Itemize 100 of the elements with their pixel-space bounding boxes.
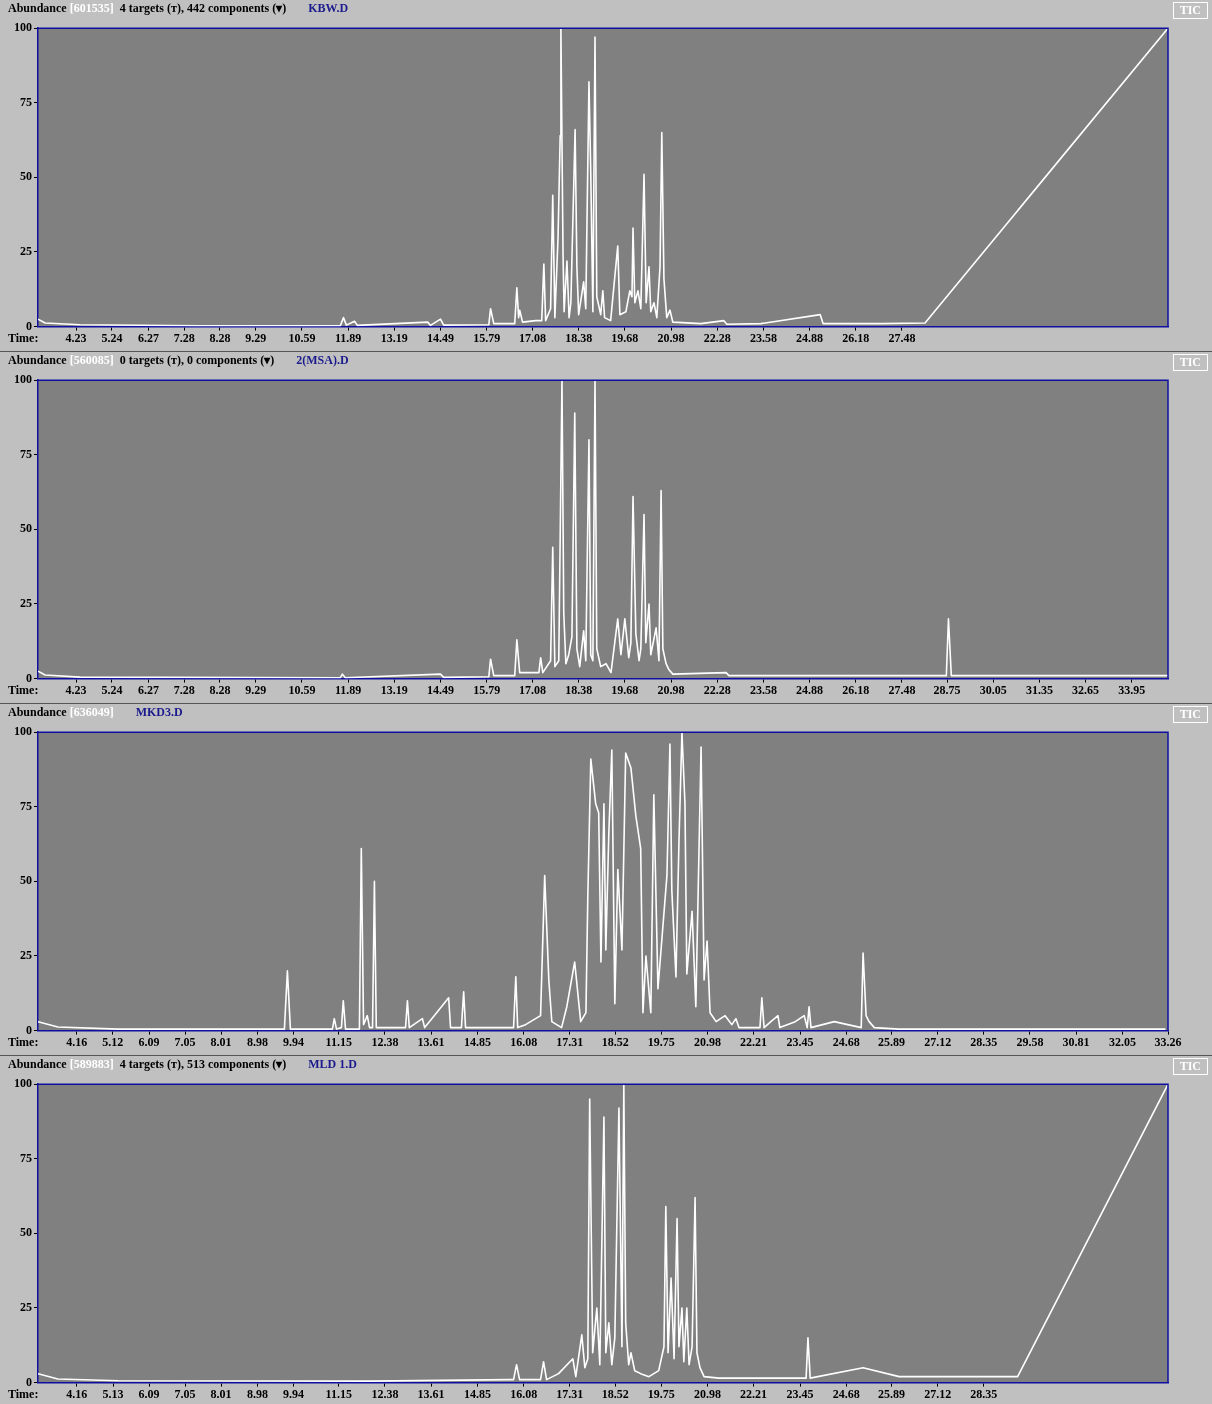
y-tick-label: 50 bbox=[20, 873, 32, 888]
x-tick-label: 26.18 bbox=[842, 330, 870, 345]
x-tick-label: 27.48 bbox=[888, 682, 916, 697]
y-tick-label: 0 bbox=[26, 670, 32, 685]
x-tick-label: 23.58 bbox=[749, 330, 777, 345]
text: TIC bbox=[1172, 2, 1208, 19]
chart-subtitle: [636049] bbox=[69, 705, 114, 719]
chart-subtitle: [560085] bbox=[69, 353, 114, 367]
y-tick-label: 100 bbox=[14, 724, 32, 739]
x-tick-label: 7.28 bbox=[173, 330, 195, 345]
x-tick-label: 5.12 bbox=[102, 1034, 124, 1049]
x-tick-label: 32.65 bbox=[1072, 682, 1100, 697]
x-tick-label: 14.85 bbox=[464, 1034, 492, 1049]
x-tick-label: 17.08 bbox=[518, 682, 546, 697]
text: MLD 1.D bbox=[308, 1057, 357, 1071]
x-tick-label: 7.05 bbox=[174, 1034, 196, 1049]
x-tick-label: 7.28 bbox=[173, 682, 195, 697]
x-tick-label: 17.31 bbox=[556, 1386, 584, 1401]
y-tick-label: 25 bbox=[20, 948, 32, 963]
x-tick-label: 4.16 bbox=[66, 1386, 88, 1401]
x-tick-label: 22.28 bbox=[703, 682, 731, 697]
chart-title: Abundance bbox=[8, 705, 67, 719]
x-tick-label: 18.38 bbox=[565, 330, 593, 345]
x-tick-label: 15.79 bbox=[473, 330, 501, 345]
x-tick-label: 27.12 bbox=[924, 1034, 952, 1049]
y-tick-label: 75 bbox=[20, 446, 32, 461]
x-tick-label: 27.48 bbox=[888, 330, 916, 345]
text: 2(MSA).D bbox=[296, 353, 349, 367]
y-tick-label: 75 bbox=[20, 94, 32, 109]
x-tick-label: 14.49 bbox=[426, 330, 454, 345]
x-tick-label: 22.21 bbox=[740, 1386, 768, 1401]
x-tick-label: 29.58 bbox=[1016, 1034, 1044, 1049]
y-tick-label: 100 bbox=[14, 1076, 32, 1091]
x-axis-title: Time: bbox=[8, 682, 39, 697]
x-tick-label: 5.24 bbox=[101, 682, 123, 697]
x-tick-label: 30.05 bbox=[979, 682, 1007, 697]
x-tick-label: 6.09 bbox=[138, 1034, 160, 1049]
x-tick-label: 11.15 bbox=[325, 1386, 352, 1401]
x-tick-label: 9.94 bbox=[282, 1034, 304, 1049]
x-tick-label: 12.38 bbox=[371, 1034, 399, 1049]
x-tick-label: 4.23 bbox=[65, 330, 87, 345]
chart-title: Abundance bbox=[8, 1057, 67, 1071]
x-tick-label: 32.05 bbox=[1109, 1034, 1137, 1049]
x-tick-label: 11.89 bbox=[334, 330, 362, 345]
x-tick-label: 6.27 bbox=[137, 330, 159, 345]
x-axis-title: Time: bbox=[8, 1386, 39, 1401]
y-tick-label: 75 bbox=[20, 1150, 32, 1165]
x-tick-label: 18.52 bbox=[601, 1386, 629, 1401]
x-tick-label: 10.59 bbox=[288, 682, 316, 697]
x-tick-label: 23.45 bbox=[786, 1386, 814, 1401]
x-tick-label: 24.88 bbox=[796, 682, 824, 697]
chart-subtitle: [601535] bbox=[69, 1, 114, 15]
x-tick-label: 30.81 bbox=[1062, 1034, 1090, 1049]
x-tick-label: 18.52 bbox=[601, 1034, 629, 1049]
x-tick-label: 24.68 bbox=[832, 1034, 860, 1049]
text: 4 targets (ᴛ), 442 components (▾) bbox=[119, 1, 287, 15]
y-tick-label: 100 bbox=[14, 20, 32, 35]
x-tick-label: 9.29 bbox=[245, 330, 267, 345]
x-tick-label: 13.19 bbox=[380, 330, 408, 345]
x-tick-label: 5.24 bbox=[101, 330, 123, 345]
chart-title: Abundance bbox=[8, 1, 67, 15]
x-tick-label: 6.09 bbox=[138, 1386, 160, 1401]
text: KBW.D bbox=[308, 1, 349, 15]
x-tick-label: 33.95 bbox=[1118, 682, 1146, 697]
x-tick-label: 22.21 bbox=[740, 1034, 768, 1049]
x-tick-label: 18.38 bbox=[565, 682, 593, 697]
text: 0 targets (ᴛ), 0 components (▾) bbox=[119, 353, 275, 367]
x-tick-label: 8.28 bbox=[209, 330, 231, 345]
x-tick-label: 7.05 bbox=[174, 1386, 196, 1401]
x-tick-label: 8.01 bbox=[210, 1386, 232, 1401]
y-tick-label: 25 bbox=[20, 1300, 32, 1315]
x-tick-label: 26.18 bbox=[842, 682, 870, 697]
x-tick-label: 28.35 bbox=[970, 1034, 998, 1049]
x-tick-label: 13.61 bbox=[417, 1386, 445, 1401]
x-tick-label: 8.98 bbox=[246, 1386, 268, 1401]
text: 4 targets (ᴛ), 513 components (▾) bbox=[119, 1057, 287, 1071]
x-tick-label: 15.79 bbox=[473, 682, 501, 697]
y-tick-label: 50 bbox=[20, 1225, 32, 1240]
x-tick-label: 9.29 bbox=[245, 682, 267, 697]
x-tick-label: 33.26 bbox=[1154, 1034, 1182, 1049]
x-tick-label: 25.89 bbox=[878, 1386, 906, 1401]
y-tick-label: 25 bbox=[20, 244, 32, 259]
x-tick-label: 6.27 bbox=[137, 682, 159, 697]
x-tick-label: 24.88 bbox=[796, 330, 824, 345]
x-tick-label: 8.98 bbox=[246, 1034, 268, 1049]
y-tick-label: 0 bbox=[26, 318, 32, 333]
x-tick-label: 19.68 bbox=[611, 682, 639, 697]
x-axis-title: Time: bbox=[8, 330, 39, 345]
x-tick-label: 20.98 bbox=[693, 1386, 721, 1401]
x-tick-label: 28.75 bbox=[933, 682, 961, 697]
x-tick-label: 20.98 bbox=[657, 682, 685, 697]
chart-subtitle: [589883] bbox=[69, 1057, 114, 1071]
x-tick-label: 22.28 bbox=[703, 330, 731, 345]
x-tick-label: 13.19 bbox=[380, 682, 408, 697]
x-tick-label: 16.08 bbox=[510, 1034, 538, 1049]
y-tick-label: 75 bbox=[20, 798, 32, 813]
x-tick-label: 28.35 bbox=[970, 1386, 998, 1401]
x-axis-title: Time: bbox=[8, 1034, 39, 1049]
x-tick-label: 19.75 bbox=[647, 1386, 675, 1401]
x-tick-label: 19.75 bbox=[647, 1034, 675, 1049]
